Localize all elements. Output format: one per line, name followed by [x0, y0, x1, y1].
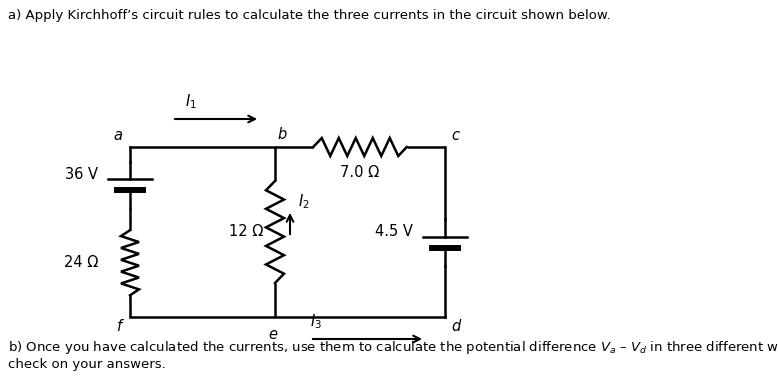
- Text: $I_2$: $I_2$: [298, 193, 310, 211]
- Text: $I_3$: $I_3$: [310, 312, 322, 331]
- Text: 4.5 V: 4.5 V: [375, 224, 413, 239]
- Text: 24 Ω: 24 Ω: [64, 255, 98, 270]
- Text: b: b: [277, 127, 286, 142]
- Text: 7.0 Ω: 7.0 Ω: [341, 165, 380, 180]
- Text: d: d: [451, 319, 461, 334]
- Text: e: e: [268, 327, 278, 342]
- Text: $I_1$: $I_1$: [185, 92, 197, 111]
- Text: a) Apply Kirchhoff’s circuit rules to calculate the three currents in the circui: a) Apply Kirchhoff’s circuit rules to ca…: [8, 9, 611, 22]
- Text: c: c: [451, 128, 459, 143]
- Text: f: f: [117, 319, 122, 334]
- Text: a: a: [113, 128, 122, 143]
- Text: 36 V: 36 V: [65, 167, 98, 182]
- Text: b) Once you have calculated the currents, use them to calculate the potential di: b) Once you have calculated the currents…: [8, 339, 778, 371]
- Text: 12 Ω: 12 Ω: [229, 224, 263, 239]
